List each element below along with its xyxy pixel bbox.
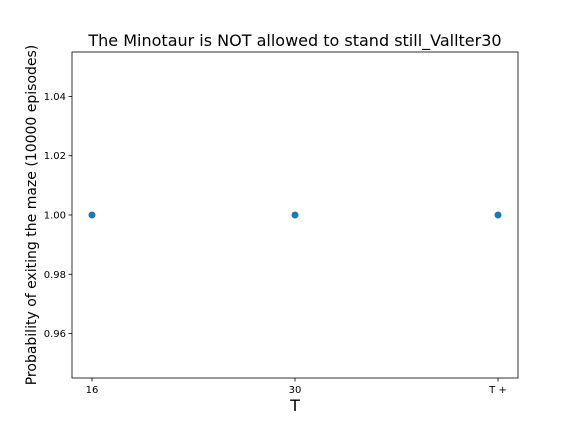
y-tick-label: 1.00 [44,211,66,222]
x-axis-label: T [289,396,300,415]
y-axis-ticks: 0.96 0.98 1.00 1.02 1.04 [44,92,72,340]
y-tick-label: 1.04 [44,92,66,103]
data-point [494,211,502,219]
y-tick-label: 0.96 [44,329,66,340]
x-tick-label: T + [488,385,507,396]
x-tick-label: 30 [289,385,302,396]
y-axis-label: Probability of exiting the maze (10000 e… [24,45,40,386]
data-point [88,211,96,219]
y-tick-label: 0.98 [44,270,66,281]
x-tick-label: 16 [86,385,99,396]
data-point [291,211,299,219]
chart-title: The Minotaur is NOT allowed to stand sti… [87,31,501,51]
x-axis-ticks: 16 30 T + [86,378,507,396]
data-points [88,211,502,219]
plot-area: 0.96 0.98 1.00 1.02 1.04 16 30 T + [44,51,519,396]
y-tick-label: 1.02 [44,151,66,162]
